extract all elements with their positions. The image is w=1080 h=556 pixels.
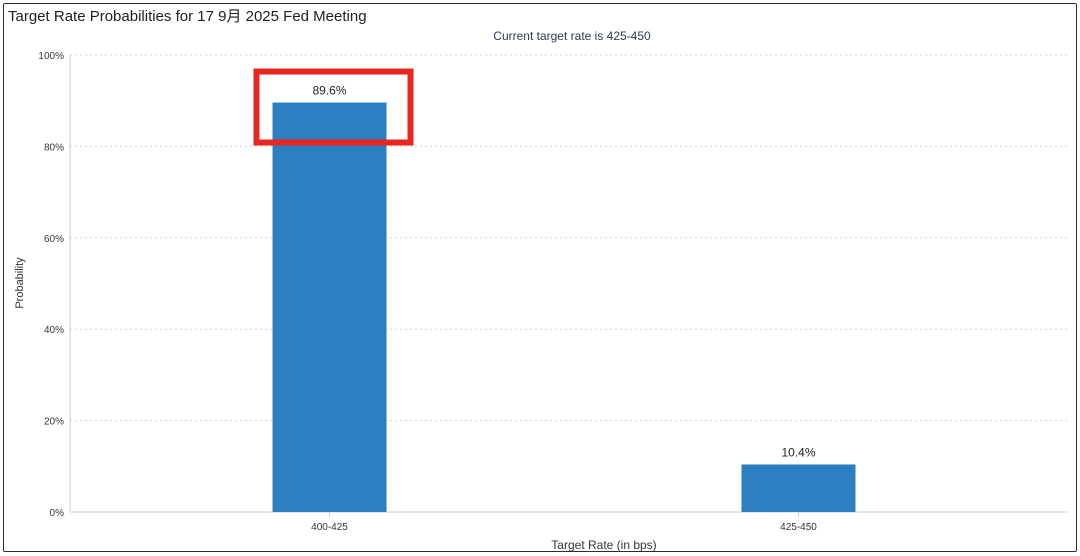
bar-value-label: 10.4% <box>781 445 815 459</box>
labels: 0% 20% 40% 60% 80% 100% 89.6% 400-425 10.4% 425-4… <box>38 51 817 533</box>
x-tick-label: 400-425 <box>311 522 348 533</box>
bar <box>741 464 856 512</box>
chart-frame <box>3 3 1077 552</box>
y-tick-label: 20% <box>44 417 64 428</box>
y-axis-label: Probability <box>14 257 26 309</box>
y-tick-label: 40% <box>44 325 64 336</box>
page-title: Target Rate Probabilities for 17 9月 2025… <box>8 8 367 25</box>
y-tick-label: 60% <box>44 234 64 245</box>
y-tick-label: 100% <box>38 51 64 62</box>
chart-subtitle: Current target rate is 425-450 <box>493 29 651 43</box>
bar-value-label: 89.6% <box>312 84 346 98</box>
gridlines <box>70 54 1068 422</box>
axes <box>69 55 1068 517</box>
highlight-box <box>253 68 414 146</box>
y-tick-label: 0% <box>50 508 65 519</box>
bars <box>272 102 856 512</box>
bar <box>272 102 387 512</box>
x-axis-label: Target Rate (in bps) <box>551 538 656 552</box>
y-tick-label: 80% <box>44 142 64 153</box>
x-tick-label: 425-450 <box>780 522 817 533</box>
